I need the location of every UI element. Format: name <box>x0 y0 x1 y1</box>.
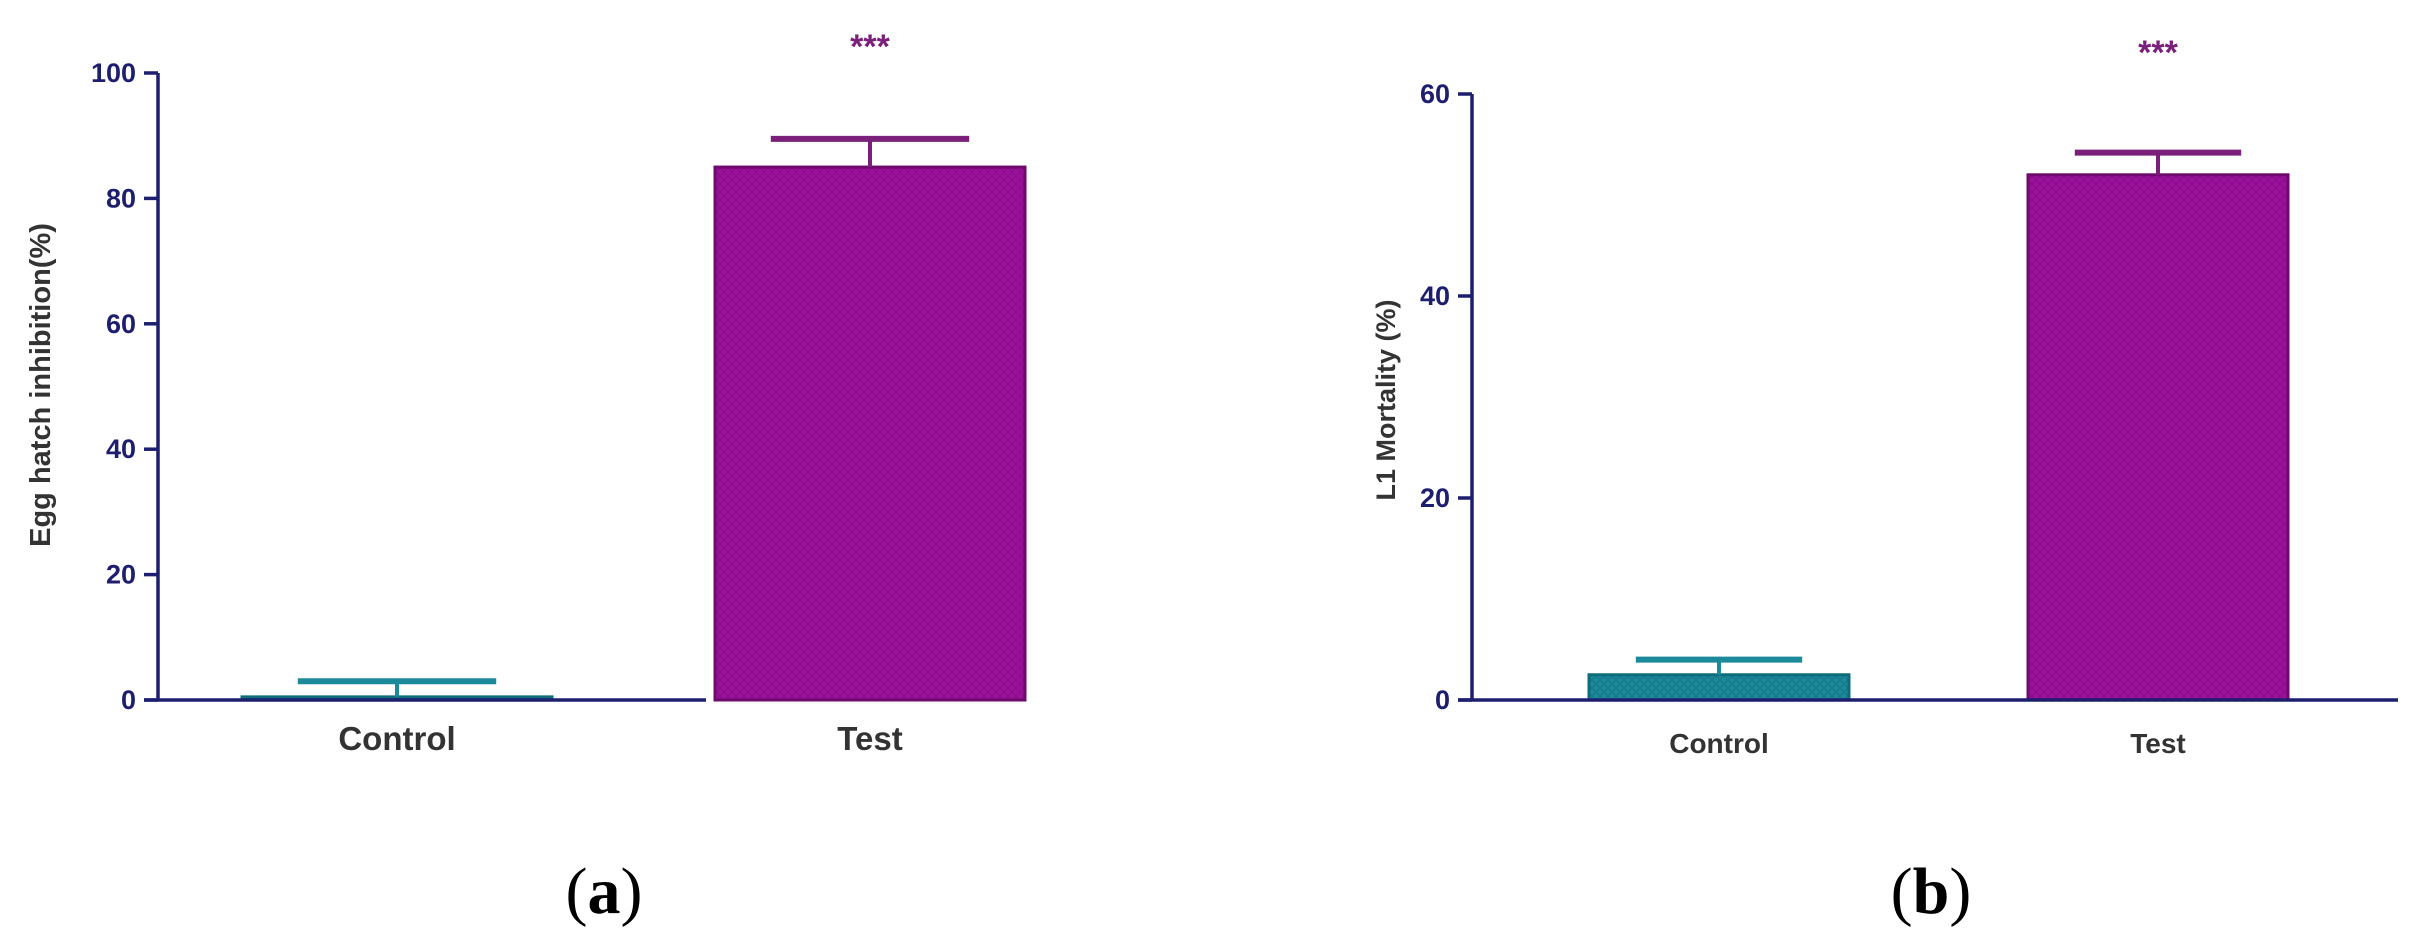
y-tick-label: 0 <box>121 685 136 715</box>
x-tick-label: Test <box>837 720 902 757</box>
y-tick-label: 60 <box>106 309 136 339</box>
x-tick-label: Test <box>2130 728 2186 759</box>
significance-label: *** <box>850 28 890 66</box>
significance-label: *** <box>2138 34 2178 72</box>
y-tick-label: 60 <box>1420 79 1450 109</box>
y-tick-label: 40 <box>106 434 136 464</box>
y-tick-label: 80 <box>106 183 136 213</box>
chart-panel-a: Control *** Test 0 20 40 60 80 100 Egg hatch inhi… <box>25 28 1027 928</box>
y-tick-label: 20 <box>1420 483 1450 513</box>
x-tick-label: Control <box>1669 728 1769 759</box>
x-tick-label: Control <box>338 720 455 757</box>
y-tick-label: 20 <box>106 560 136 590</box>
chart-panel-b: Control *** Test 0 20 40 60 L1 Mortality (%) (b) <box>1371 34 2398 928</box>
bar-test <box>2026 173 2290 702</box>
panel-label: (a) <box>566 855 643 928</box>
bar-test <box>713 165 1027 702</box>
y-tick-label: 0 <box>1435 685 1450 715</box>
y-tick-label: 40 <box>1420 281 1450 311</box>
bar-control <box>1587 673 1851 702</box>
panel-label: (b) <box>1891 855 1972 928</box>
y-tick-label: 100 <box>91 58 136 88</box>
y-axis-label: Egg hatch inhibition(%) <box>25 223 57 547</box>
y-axis-label: L1 Mortality (%) <box>1371 299 1401 500</box>
